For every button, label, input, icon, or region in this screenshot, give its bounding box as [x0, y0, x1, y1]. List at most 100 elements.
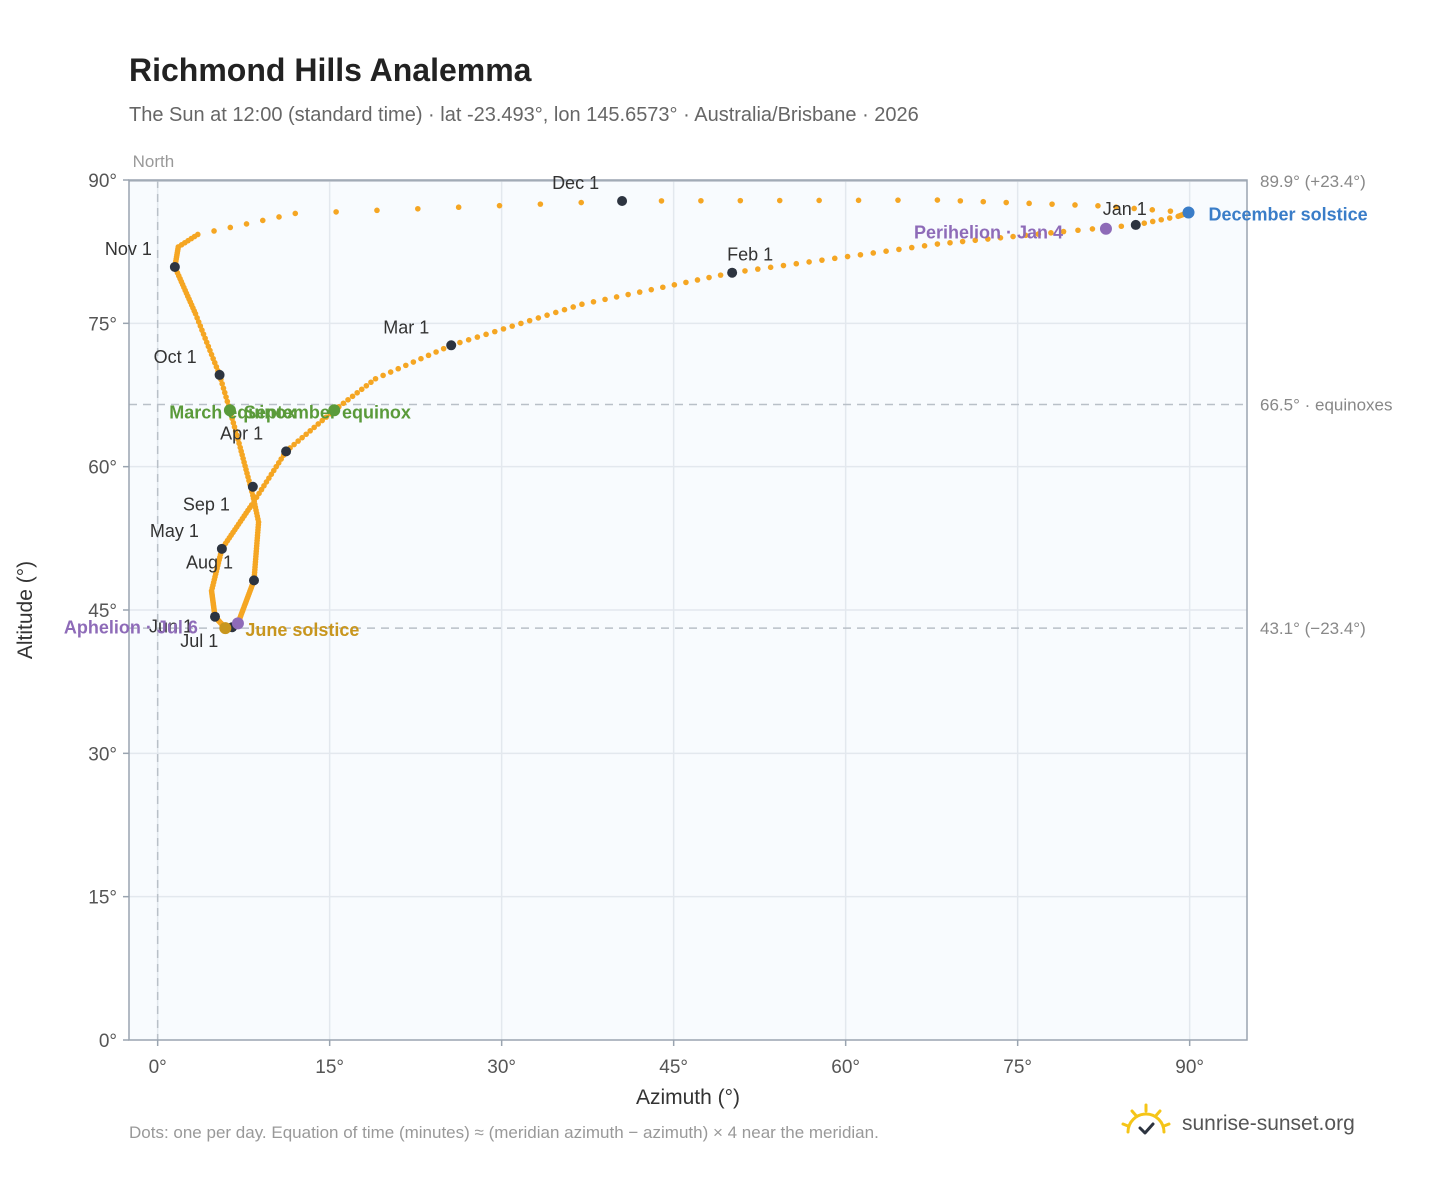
- day-dot: [1048, 230, 1054, 236]
- day-dot: [372, 375, 379, 382]
- event-label: September equinox: [244, 402, 411, 422]
- day-dot: [636, 289, 643, 295]
- y-tick-label: 75°: [88, 314, 117, 335]
- day-dot: [767, 264, 774, 271]
- day-dot: [883, 248, 889, 254]
- day-dot: [410, 359, 417, 365]
- day-dot: [340, 400, 347, 407]
- axis-ticks: 0° 15° 30° 45° 60° 75° 90° 0° 15° 30° 45° 60° 75° 90°: [88, 171, 1204, 1078]
- chart-subtitle: The Sun at 12:00 (standard time) · lat -…: [129, 104, 919, 126]
- y-tick-label: 90°: [88, 171, 117, 192]
- month-label: May 1: [150, 521, 199, 541]
- day-dot: [776, 197, 783, 204]
- event-marker: [1182, 206, 1195, 219]
- day-dot: [1026, 200, 1032, 207]
- event-marker: [231, 617, 244, 630]
- day-dot: [500, 326, 507, 332]
- reference-label: 66.5° · equinoxes: [1260, 396, 1393, 415]
- chart-title: Richmond Hills Analemma: [129, 52, 532, 88]
- event-marker: [328, 404, 341, 417]
- day-dot: [947, 239, 953, 246]
- day-dot: [706, 274, 712, 281]
- month-label: Jul 1: [180, 631, 218, 651]
- day-dot: [354, 389, 360, 396]
- event-label: June solstice: [245, 620, 359, 640]
- event-label: Aphelion · Jul 6: [64, 617, 198, 637]
- day-dot: [349, 393, 356, 400]
- day-dot: [323, 414, 330, 420]
- month-marker: [169, 261, 180, 272]
- day-dot: [1175, 213, 1181, 220]
- event-marker: [219, 622, 232, 635]
- day-dot: [425, 352, 432, 359]
- month-label: Jun 1: [149, 617, 193, 637]
- day-dot: [1158, 216, 1165, 223]
- day-dot: [602, 296, 608, 303]
- day-dot: [509, 323, 516, 329]
- day-dot: [908, 244, 915, 251]
- north-line: North: [133, 152, 175, 1040]
- day-dot: [755, 266, 761, 272]
- day-dot: [561, 306, 568, 313]
- day-dot: [474, 334, 481, 340]
- day-dot: [648, 286, 655, 293]
- day-dot: [526, 317, 533, 324]
- day-dot: [613, 294, 620, 300]
- day-dot: [368, 379, 374, 386]
- day-dot: [552, 309, 559, 316]
- day-dot: [737, 197, 744, 204]
- day-dot: [374, 207, 380, 214]
- x-tick-label: 60°: [831, 1057, 860, 1078]
- day-dot: [1149, 207, 1156, 213]
- month-marker: [1130, 219, 1141, 230]
- day-dot: [1060, 228, 1067, 235]
- day-dot: [299, 434, 305, 441]
- day-dot: [1131, 205, 1137, 212]
- day-dot: [455, 204, 462, 211]
- day-dot: [303, 431, 309, 438]
- day-dot: [211, 228, 217, 234]
- day-dot: [780, 262, 787, 269]
- day-dot: [403, 362, 409, 369]
- day-dot: [658, 198, 665, 204]
- day-dot: [1118, 223, 1125, 230]
- day-dot: [433, 349, 439, 355]
- day-dot: [243, 221, 250, 227]
- day-dot: [535, 315, 542, 321]
- day-dot: [220, 385, 227, 391]
- grid: [129, 180, 1247, 1040]
- day-dot: [380, 372, 386, 379]
- day-dot: [985, 236, 991, 242]
- day-dot: [1035, 231, 1042, 237]
- x-tick-label: 45°: [659, 1057, 688, 1078]
- brand: sunrise-sunset.org: [1120, 1102, 1355, 1146]
- day-dot: [1003, 199, 1009, 206]
- day-dot: [694, 277, 701, 283]
- day-dot: [579, 301, 585, 308]
- reference-label: 43.1° (−23.4°): [1260, 619, 1366, 638]
- month-label: Nov 1: [105, 239, 152, 259]
- day-dot: [195, 231, 201, 238]
- y-tick-label: 45°: [88, 601, 117, 622]
- day-dot: [496, 202, 503, 209]
- day-dot: [819, 257, 825, 263]
- month-marker: [210, 611, 220, 622]
- y-axis-label: Altitude (°): [14, 561, 37, 659]
- north-label: North: [133, 152, 175, 171]
- day-dot: [291, 441, 297, 448]
- day-dot: [1049, 201, 1055, 207]
- day-dot: [625, 291, 631, 298]
- event-label: Perihelion · Jan 4: [914, 223, 1063, 243]
- event-label: December solstice: [1209, 204, 1368, 224]
- y-tick-label: 15°: [88, 888, 117, 909]
- day-dot: [844, 253, 851, 260]
- reference-label: 89.9° (+23.4°): [1260, 172, 1366, 191]
- y-tick-label: 60°: [88, 458, 117, 479]
- day-dot: [980, 198, 987, 205]
- y-tick-label: 0°: [99, 1031, 117, 1052]
- day-dot: [440, 345, 447, 352]
- month-marker: [727, 267, 738, 278]
- month-marker: [281, 446, 292, 457]
- day-dot: [957, 198, 964, 204]
